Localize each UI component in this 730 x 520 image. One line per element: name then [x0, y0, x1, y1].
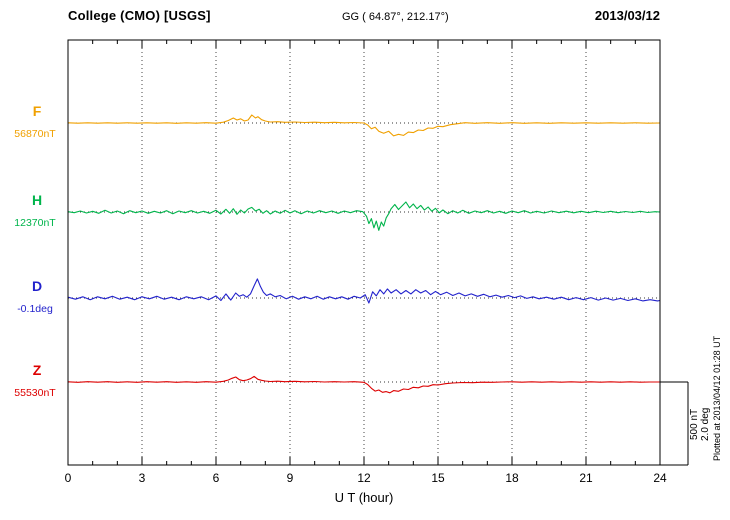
trace-F: [67, 114, 661, 137]
station-title: College (CMO) [USGS]: [68, 8, 211, 23]
geographic-coords: GG ( 64.87°, 212.17°): [342, 11, 449, 23]
x-axis-label: U T (hour): [334, 490, 394, 505]
plotted-at-note: Plotted at 2013/04/12 01:28 UT: [712, 335, 722, 461]
scale-bar-label-deg: 2.0 deg: [700, 407, 711, 441]
trace-H: [67, 201, 661, 231]
scale-bar-label-nt: 500 nT: [689, 408, 700, 440]
trace-Z: [67, 375, 661, 394]
plot-frame: [67, 39, 661, 466]
plot-date: 2013/03/12: [594, 8, 660, 23]
trace-D: [67, 278, 661, 304]
